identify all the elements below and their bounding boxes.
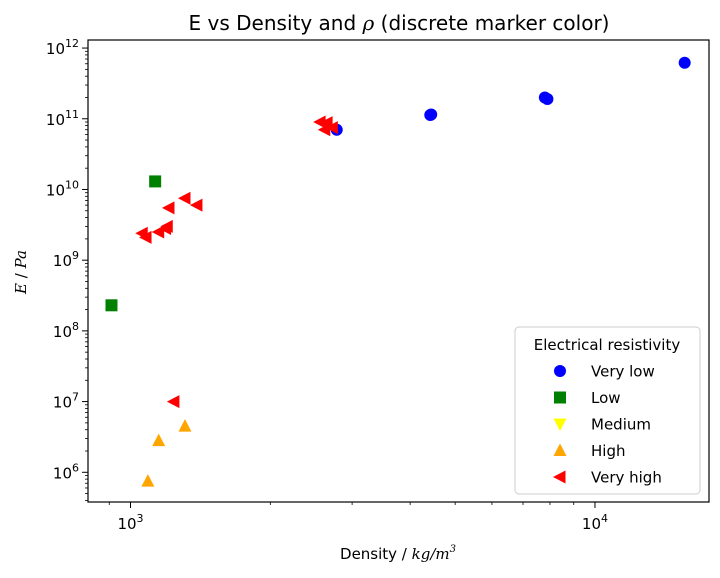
- x-axis-label-unit-exponent: 3: [450, 544, 456, 555]
- data-point: [166, 395, 180, 409]
- data-point: [149, 175, 162, 188]
- data-point: [177, 191, 191, 205]
- y-axis-ticks: 106 107 108 109 1010 1011 1012: [46, 37, 88, 501]
- legend-title: Electrical resistivity: [534, 336, 681, 354]
- y-tick-label: 1012: [46, 37, 79, 58]
- x-axis-label-text: Density /: [340, 545, 412, 563]
- data-point: [139, 230, 152, 244]
- y-tick-label: 1011: [46, 108, 79, 129]
- legend: Electrical resistivity Very low Low Medium…: [514, 326, 701, 495]
- legend-marker: [553, 443, 567, 456]
- legend-items: Very low Low Medium High Very high: [553, 363, 662, 487]
- y-axis-label-symbol: E: [12, 283, 30, 295]
- x-tick-label: 103: [117, 512, 143, 533]
- data-point: [325, 121, 338, 135]
- data-point: [160, 219, 173, 233]
- y-axis-label-slash: /: [12, 268, 30, 283]
- y-axis-label: E / Pa: [12, 250, 30, 295]
- data-point: [105, 299, 118, 312]
- data-point: [152, 433, 166, 447]
- y-axis-label-unit: Pa: [12, 250, 30, 269]
- legend-marker: [553, 418, 567, 431]
- data-point: [141, 474, 155, 487]
- x-axis-label-unit: kg/m: [412, 545, 450, 563]
- y-tick-label: 1010: [46, 178, 79, 199]
- legend-label: Very high: [591, 469, 662, 487]
- legend-label: Very low: [591, 363, 655, 381]
- data-point: [313, 115, 326, 129]
- legend-label: High: [591, 442, 625, 460]
- x-tick-label: 104: [582, 512, 608, 533]
- data-point: [425, 108, 438, 121]
- y-tick-label: 107: [53, 391, 79, 412]
- y-tick-label: 109: [53, 249, 79, 270]
- data-point: [178, 419, 192, 432]
- data-points: [105, 56, 691, 487]
- x-axis-label: Density / kg/m3: [340, 544, 456, 563]
- data-point: [161, 201, 175, 215]
- data-point: [678, 56, 691, 69]
- legend-label: Medium: [591, 416, 651, 434]
- legend-marker: [554, 391, 566, 404]
- data-point: [541, 93, 554, 106]
- legend-marker: [553, 470, 566, 484]
- x-axis-ticks: 103 104: [108, 502, 608, 533]
- y-tick-label: 106: [53, 461, 79, 482]
- data-point: [189, 198, 203, 212]
- chart-title-rho-symbol: ρ: [362, 11, 375, 35]
- y-tick-label: 108: [53, 320, 79, 341]
- chart-title: E vs Density and ρ (discrete marker colo…: [189, 11, 610, 35]
- legend-marker: [554, 365, 566, 377]
- data-point: [317, 123, 331, 137]
- legend-label: Low: [591, 389, 621, 407]
- chart-title-part-3: (discrete marker color): [374, 11, 609, 35]
- chart-title-part-1: E vs Density and: [189, 11, 363, 35]
